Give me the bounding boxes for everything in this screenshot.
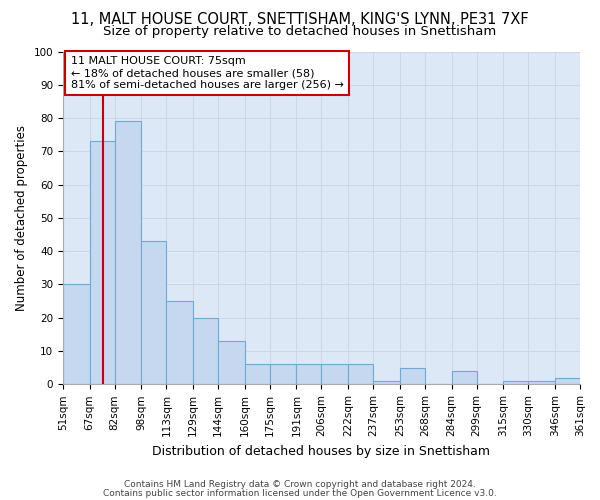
Y-axis label: Number of detached properties: Number of detached properties [15,125,28,311]
Bar [245,364,270,384]
Bar [503,381,528,384]
Text: Size of property relative to detached houses in Snettisham: Size of property relative to detached ho… [103,25,497,38]
Bar [193,318,218,384]
Bar [322,364,348,384]
X-axis label: Distribution of detached houses by size in Snettisham: Distribution of detached houses by size … [152,444,490,458]
Text: Contains HM Land Registry data © Crown copyright and database right 2024.: Contains HM Land Registry data © Crown c… [124,480,476,489]
Bar [115,122,142,384]
Text: 11, MALT HOUSE COURT, SNETTISHAM, KING'S LYNN, PE31 7XF: 11, MALT HOUSE COURT, SNETTISHAM, KING'S… [71,12,529,28]
Bar [63,284,89,384]
Bar [296,364,322,384]
Bar [373,381,400,384]
Bar [270,364,296,384]
Bar [452,371,476,384]
Bar [528,381,555,384]
Text: 11 MALT HOUSE COURT: 75sqm
← 18% of detached houses are smaller (58)
81% of semi: 11 MALT HOUSE COURT: 75sqm ← 18% of deta… [71,56,344,90]
Bar [142,241,166,384]
Text: Contains public sector information licensed under the Open Government Licence v3: Contains public sector information licen… [103,488,497,498]
Bar [166,301,193,384]
Bar [218,341,245,384]
Bar [400,368,425,384]
Bar [348,364,373,384]
Bar [555,378,580,384]
Bar [89,142,115,384]
